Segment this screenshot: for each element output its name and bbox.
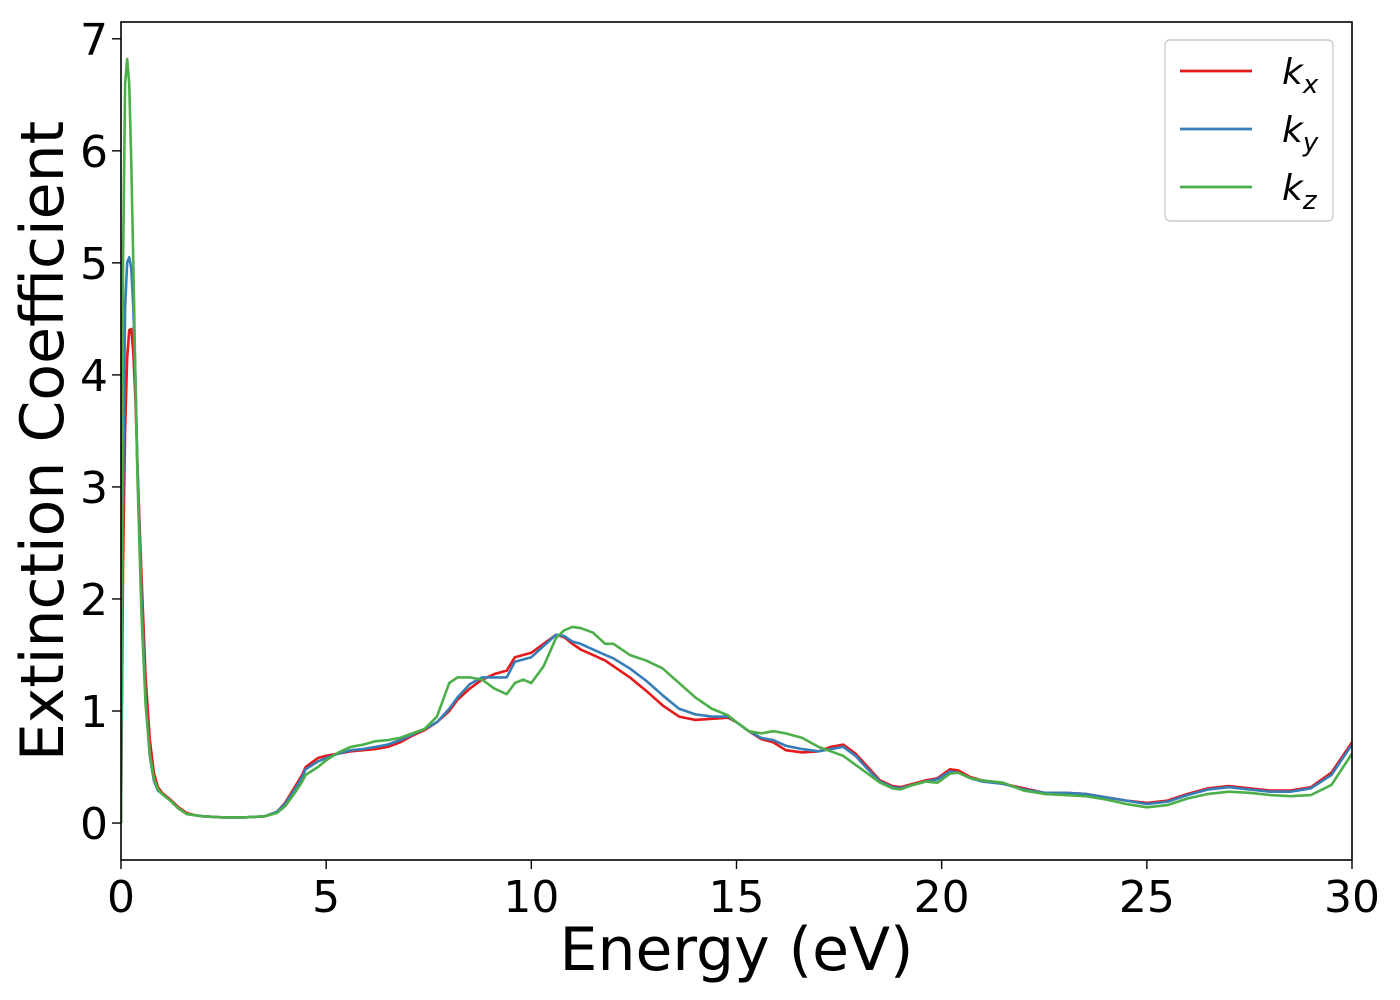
x-tick-label: 25 [1119,872,1175,923]
y-axis-label: Extinction Coefficient [8,121,78,761]
legend-box [1164,39,1334,222]
series-line-k-z [121,57,1352,824]
x-tick-label: 15 [709,872,765,923]
y-tick-label: 7 [80,15,108,66]
y-tick-label: 0 [80,799,108,850]
legend-entry: ky [1282,110,1319,158]
x-tick-label: 0 [107,872,135,923]
plot-lines [121,57,1352,824]
y-tick-label: 6 [80,127,108,178]
legend: kx ky kz [1164,39,1334,222]
x-tick-label: 20 [914,872,970,923]
y-tick-label: 5 [80,239,108,290]
legend-entry: kz [1282,168,1318,216]
y-tick-label: 3 [80,463,108,514]
y-tick-label: 2 [80,575,108,626]
x-axis-label: Energy (eV) [560,915,914,985]
x-tick-label: 10 [503,872,559,923]
series-line-k-x [121,327,1352,824]
y-axis: 0 1 2 3 4 5 6 7 [80,15,121,850]
y-tick-label: 1 [80,687,108,738]
x-tick-label: 5 [312,872,340,923]
x-tick-label: 30 [1324,872,1380,923]
legend-entry: kx [1282,52,1319,100]
series-line-k-y [121,255,1352,824]
x-axis: 0 5 10 15 20 25 30 [107,860,1380,923]
y-tick-label: 4 [80,351,108,402]
